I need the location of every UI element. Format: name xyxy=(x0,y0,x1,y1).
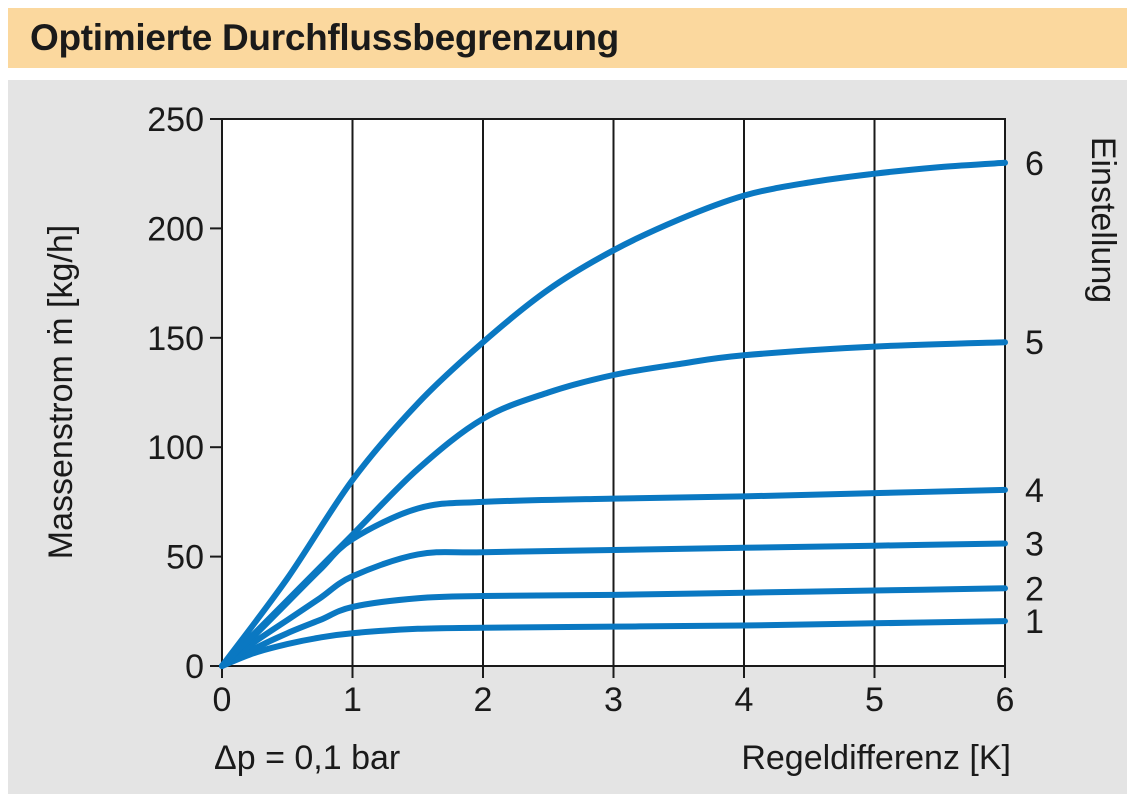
y-tick-label: 250 xyxy=(147,101,204,139)
series-label-6: 6 xyxy=(1025,145,1044,183)
series-label-2: 2 xyxy=(1025,570,1044,608)
title-bar: Optimierte Durchflussbegrenzung xyxy=(8,8,1127,68)
series-line-6 xyxy=(219,159,1008,669)
series-line-1 xyxy=(219,618,1008,669)
y-tick-label: 200 xyxy=(147,210,204,248)
x-tick-label: 4 xyxy=(735,681,754,719)
x-tick-label: 5 xyxy=(865,681,884,719)
series-curves xyxy=(219,159,1008,669)
series-labels: 12 3 4 5 6 xyxy=(1025,145,1044,641)
series-label-1: 1 xyxy=(1025,603,1044,641)
x-tick-label: 2 xyxy=(474,681,493,719)
y-tick-label: 0 xyxy=(185,648,204,686)
series-line-2 xyxy=(219,585,1008,669)
x-axis-label: Regeldifferenz [K] xyxy=(741,739,1011,777)
pressure-annotation: Δp = 0,1 bar xyxy=(214,739,400,777)
x-tick-label: 0 xyxy=(213,681,232,719)
series-line-3 xyxy=(219,540,1008,669)
x-tick-label: 3 xyxy=(604,681,623,719)
y-tick-label: 50 xyxy=(166,539,204,577)
right-axis-label: Einstellung xyxy=(1084,137,1122,303)
y-tick-label: 150 xyxy=(147,320,204,358)
y-axis-ticks: 0 50 100 150 200 250 xyxy=(147,101,222,686)
y-tick-label: 100 xyxy=(147,429,204,467)
x-axis-ticks: 0 1 2 3 4 5 6 xyxy=(213,666,1015,719)
series-line-5 xyxy=(219,339,1008,669)
series-label-4: 4 xyxy=(1025,472,1044,510)
series-label-3: 3 xyxy=(1025,525,1044,563)
y-axis-label: Massenstrom ṁ [kg/h] xyxy=(42,225,80,559)
x-tick-label: 6 xyxy=(996,681,1015,719)
page-title: Optimierte Durchflussbegrenzung xyxy=(30,17,619,58)
x-tick-label: 1 xyxy=(343,681,362,719)
series-label-5: 5 xyxy=(1025,324,1044,362)
